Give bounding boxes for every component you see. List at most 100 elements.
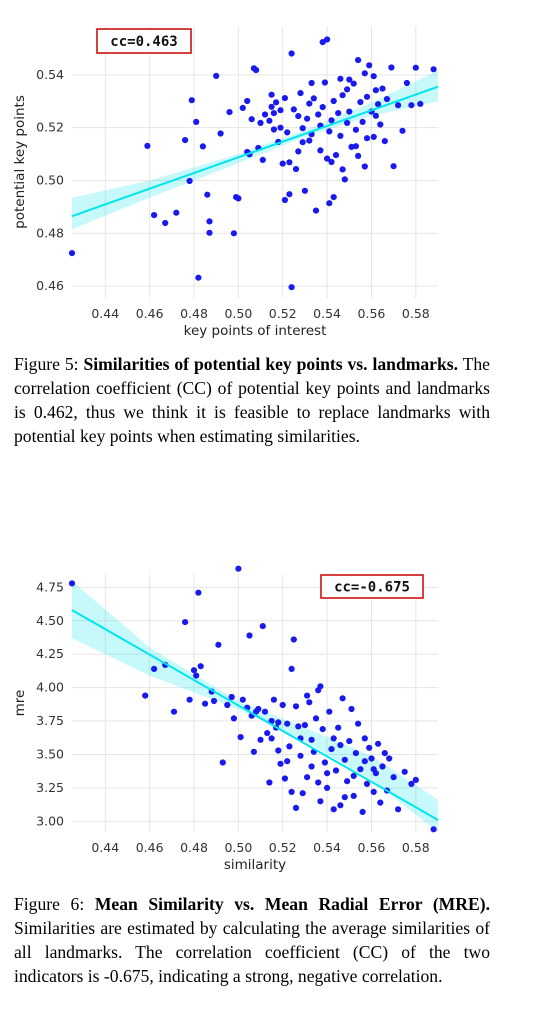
scatter-point <box>182 619 189 626</box>
scatter-point <box>370 73 377 80</box>
scatter-point <box>193 118 200 125</box>
scatter-point <box>281 95 288 102</box>
scatter-point <box>193 672 200 679</box>
x-tick-label: 0.46 <box>136 840 164 855</box>
scatter-point <box>286 159 293 166</box>
scatter-point <box>328 158 335 166</box>
scatter-point <box>151 212 158 219</box>
cc-annotation-box <box>320 574 424 599</box>
scatter-point <box>295 723 302 730</box>
scatter-point <box>186 177 193 185</box>
x-tick-label: 0.48 <box>180 840 208 855</box>
scatter-point <box>315 779 322 786</box>
scatter-point <box>306 100 313 107</box>
scatter-point <box>326 200 333 207</box>
cc-annotation-label: cc=-0.675 <box>334 580 410 596</box>
scatter-point <box>330 194 337 201</box>
scatter-point <box>186 696 193 703</box>
scatter-point <box>195 589 202 596</box>
scatter-point <box>312 207 320 214</box>
scatter-point <box>206 218 213 225</box>
scatter-point <box>363 780 371 787</box>
scatter-point <box>284 129 291 136</box>
scatter-point <box>304 692 311 699</box>
scatter-point <box>348 705 355 713</box>
scatter-point <box>259 156 266 163</box>
scatter-point <box>281 196 288 204</box>
scatter-point <box>299 125 306 132</box>
scatter-point <box>379 85 386 92</box>
scatter-point <box>301 187 308 194</box>
scatter-point <box>284 758 291 765</box>
scatter-point <box>324 784 331 791</box>
scatter-point <box>321 759 328 766</box>
cc-annotation-label: cc=0.463 <box>110 34 177 50</box>
scatter-point <box>361 758 368 765</box>
scatter-point <box>248 116 255 123</box>
scatter-point <box>310 95 317 102</box>
x-tick-label: 0.52 <box>269 840 297 855</box>
scatter-point <box>224 701 231 709</box>
scatter-point <box>408 780 415 787</box>
x-tick-label: 0.50 <box>224 306 252 321</box>
scatter-point <box>399 127 406 134</box>
scatter-point <box>359 118 366 125</box>
x-tick-label: 0.56 <box>358 840 386 855</box>
scatter-point <box>403 79 410 87</box>
scatter-point <box>335 724 342 731</box>
confidence-band <box>72 70 438 230</box>
y-tick-label: 0.50 <box>36 172 64 187</box>
scatter-point <box>390 774 397 781</box>
y-tick-label: 0.48 <box>36 225 64 240</box>
scatter-point <box>255 705 262 713</box>
scatter-point <box>246 632 253 639</box>
scatter-point <box>142 692 149 699</box>
scatter-point <box>337 75 344 82</box>
scatter-point <box>341 756 348 763</box>
scatter-point <box>346 108 353 115</box>
scatter-point <box>195 274 202 281</box>
y-tick-label: 4.25 <box>36 646 64 661</box>
scatter-point <box>286 743 293 750</box>
scatter-point <box>330 735 337 742</box>
scatter-point <box>144 142 151 149</box>
scatter-point <box>199 143 206 150</box>
figure-5-chart: 0.44 0.46 0.48 0.50 0.52 0.54 0.56 0.58 0.46 0.48… <box>0 0 548 345</box>
scatter-point <box>279 160 286 167</box>
scatter-point <box>352 143 359 150</box>
scatter-point <box>292 703 300 710</box>
scatter-point <box>68 580 76 587</box>
scatter-point <box>288 50 295 57</box>
scatter-point <box>270 126 277 133</box>
scatter-point <box>261 708 269 715</box>
scatter-plot-fig6: 0.44 0.46 0.48 0.50 0.52 0.54 0.56 0.58 3.00 3.25… <box>12 565 439 873</box>
scatter-point <box>277 107 284 114</box>
scatter-point <box>308 79 315 87</box>
caption-label: Figure 6: <box>14 894 85 914</box>
scatter-point <box>257 736 264 743</box>
scatter-point <box>268 735 275 742</box>
scatter-point <box>297 752 304 759</box>
figure-6-caption: Figure 6: Mean Similarity vs. Mean Radia… <box>14 892 490 988</box>
scatter-point <box>332 767 340 774</box>
scatter-point <box>381 138 388 145</box>
scatter-point <box>350 772 357 779</box>
scatter-point <box>359 808 366 815</box>
scatter-point <box>264 730 271 737</box>
caption-title: Similarities of potential key points vs.… <box>83 354 459 374</box>
scatter-point <box>335 110 342 117</box>
scatter-point <box>239 696 246 703</box>
scatter-point <box>361 163 368 170</box>
scatter-point <box>275 719 282 726</box>
y-tick-label: 0.46 <box>36 278 64 293</box>
scatter-point <box>337 742 344 749</box>
scatter-point <box>301 722 308 729</box>
x-tick-label: 0.56 <box>358 306 386 321</box>
scatter-point <box>361 70 368 77</box>
x-tick-label: 0.50 <box>224 840 252 855</box>
scatter-point <box>230 715 237 722</box>
scatter-point <box>261 111 269 118</box>
scatter-point <box>330 97 337 105</box>
scatter-point <box>324 770 331 777</box>
scatter-point <box>346 76 353 83</box>
